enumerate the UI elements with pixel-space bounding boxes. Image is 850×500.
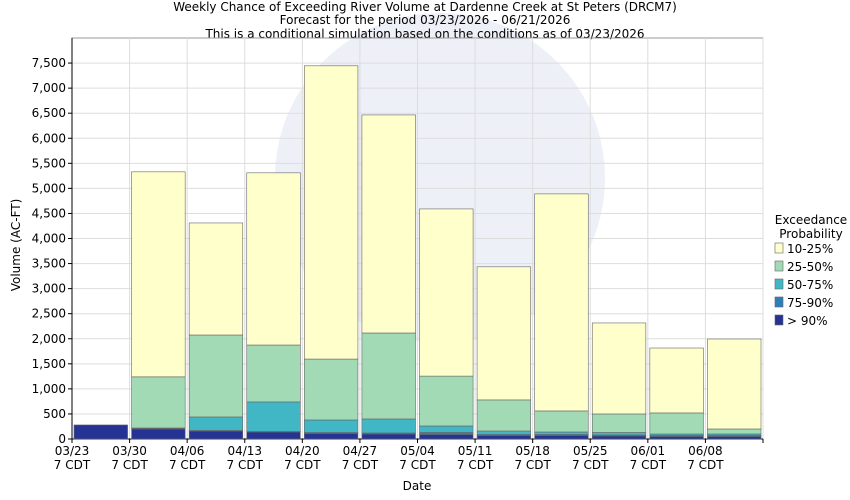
bar-segment — [304, 419, 359, 433]
x-tick-label: 04/27 7 CDT — [341, 444, 379, 472]
y-tick-label: 7,500 — [32, 56, 66, 70]
bar-segment — [591, 413, 647, 433]
y-tick-label: 2,500 — [32, 307, 66, 321]
bar-segment — [188, 222, 244, 336]
bar-segment — [131, 171, 186, 378]
legend-label: 75-90% — [787, 296, 833, 310]
bar-segment — [419, 208, 474, 377]
chart-subtitle: Forecast for the period 03/23/2026 - 06/… — [280, 13, 571, 27]
legend-label: > 90% — [787, 314, 828, 328]
y-tick-label: 0 — [58, 432, 66, 446]
chart-subtitle: This is a conditional simulation based o… — [204, 27, 644, 41]
bar-segment — [246, 401, 301, 432]
y-tick-label: 5,000 — [32, 181, 66, 195]
x-tick-label: 04/13 7 CDT — [226, 444, 263, 472]
bar-segment — [419, 432, 474, 435]
bar-segment — [361, 114, 416, 334]
bar-segment — [534, 193, 589, 412]
y-tick-label: 6,000 — [32, 131, 66, 145]
y-tick-label: 6,500 — [32, 106, 66, 120]
legend-swatch — [774, 242, 784, 254]
bar-segment — [419, 434, 474, 440]
chart-title: Weekly Chance of Exceeding River Volume … — [173, 0, 677, 14]
x-tick-label: 06/08 7 CDT — [687, 444, 724, 472]
bar-segment — [304, 65, 359, 360]
bar-segment — [591, 432, 647, 436]
bar-segment — [73, 424, 128, 440]
legend-swatch — [774, 296, 784, 308]
bar-segment — [707, 338, 762, 430]
bar-segment — [304, 358, 359, 421]
x-tick-label: 05/18 7 CDT — [514, 444, 551, 472]
x-tick-label: 06/01 7 CDT — [629, 444, 667, 472]
bar-segment — [361, 418, 416, 434]
bar-segment — [534, 410, 589, 433]
bar-segment — [361, 433, 416, 440]
legend-title: Exceedance Probability — [774, 213, 848, 241]
bar-segment — [476, 266, 531, 401]
y-tick-label: 4,000 — [32, 232, 66, 246]
y-tick-label: 3,000 — [32, 282, 66, 296]
bar-segment — [534, 431, 589, 435]
x-tick-label: 05/04 7 CDT — [399, 444, 436, 472]
bar-segment — [476, 399, 531, 432]
x-tick-label: 04/20 7 CDT — [284, 444, 321, 472]
bar-segment — [707, 428, 762, 435]
bar-segment — [707, 436, 762, 440]
legend-label: 50-75% — [787, 278, 833, 292]
bar-segment — [246, 172, 301, 346]
bar-segment — [131, 428, 186, 440]
y-tick-label: 7,000 — [32, 81, 66, 95]
y-tick-label: 5,500 — [32, 156, 66, 170]
bar-segment — [188, 430, 244, 440]
bar-segment — [246, 344, 301, 403]
legend-label: 10-25% — [787, 242, 833, 256]
legend-swatch — [774, 314, 784, 326]
bar-segment — [419, 375, 474, 427]
bar-segment — [649, 436, 704, 440]
x-tick-label: 05/25 7 CDT — [572, 444, 609, 472]
legend-label: 25-50% — [787, 260, 833, 274]
y-tick-label: 2,000 — [32, 332, 66, 346]
x-tick-label: 03/30 7 CDT — [111, 444, 148, 472]
y-tick-label: 1,500 — [32, 357, 66, 371]
bar-segment — [591, 322, 647, 415]
bar-segment — [649, 412, 704, 435]
bar-segment — [188, 334, 244, 418]
legend-swatch — [774, 260, 784, 272]
y-axis-label: Volume (AC-FT) — [9, 199, 23, 292]
x-tick-label: 05/11 7 CDT — [456, 444, 494, 472]
bar-segment — [534, 435, 589, 440]
x-tick-label: 03/23 7 CDT — [53, 444, 91, 472]
y-tick-label: 4,500 — [32, 206, 66, 220]
y-tick-label: 500 — [43, 407, 66, 421]
y-tick-label: 1,000 — [32, 382, 66, 396]
bar-segment — [476, 435, 531, 440]
bar-segment — [649, 347, 704, 414]
bar-segment — [591, 435, 647, 440]
bar-segment — [246, 431, 301, 440]
bar-segment — [304, 433, 359, 440]
bar-segment — [361, 332, 416, 420]
x-axis-label: Date — [403, 479, 432, 493]
legend-swatch — [774, 278, 784, 290]
y-tick-label: 3,500 — [32, 257, 66, 271]
bar-segment — [476, 430, 531, 435]
x-tick-label: 04/06 7 CDT — [168, 444, 206, 472]
bar-segment — [419, 425, 474, 433]
bar-segment — [188, 416, 244, 431]
bar-segment — [131, 376, 186, 429]
